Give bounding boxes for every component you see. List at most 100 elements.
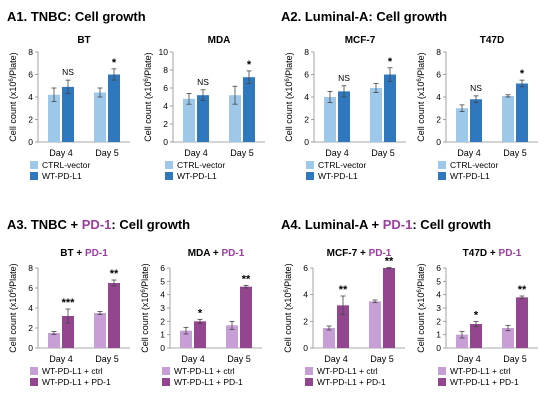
panel-title-suffix: : Cell growth: [111, 217, 190, 232]
panel-title-highlight: PD-1: [383, 217, 413, 232]
legend-label: WT-PD-L1 + PD-1: [42, 377, 111, 387]
x-tick-label: Day 5: [503, 354, 527, 364]
panel-title: A1. TNBC: Cell growth: [7, 9, 146, 24]
y-axis-label-sup: 6: [9, 78, 15, 82]
legend-label: WT-PD-L1: [318, 171, 358, 181]
y-tick-label: 4: [163, 101, 168, 111]
bar: [502, 328, 514, 348]
y-axis-label-prefix: Cell count (x10: [8, 293, 18, 353]
y-axis-label-suffix: /Plate): [8, 263, 18, 289]
panel-title: A3. TNBC + PD-1: Cell growth: [7, 217, 190, 232]
panel-title-prefix: A4. Luminal-A +: [281, 217, 383, 232]
bar: [108, 283, 120, 348]
y-axis-label-sup: 6: [284, 289, 290, 293]
y-tick-label: 2: [160, 316, 165, 326]
significance-annotation: NS: [197, 77, 209, 87]
y-tick-label: 4: [28, 92, 33, 102]
significance-annotation: **: [339, 284, 348, 296]
significance-annotation: NS: [338, 73, 350, 83]
bar: [94, 92, 106, 142]
significance-annotation: *: [247, 59, 252, 71]
x-tick-label: Day 5: [370, 354, 394, 364]
y-axis-label-sup: 6: [285, 78, 291, 82]
significance-annotation: *: [198, 307, 203, 319]
x-tick-label: Day 4: [49, 148, 73, 158]
bar: [229, 95, 241, 142]
x-tick-label: Day 4: [184, 148, 208, 158]
y-tick-label: 4: [436, 290, 441, 300]
chart-title: MDA + PD-1: [188, 248, 245, 259]
y-tick-label: 4: [303, 290, 308, 300]
panel-title-suffix: : Cell growth: [67, 9, 146, 24]
y-axis-label-prefix: Cell count (x10: [284, 82, 294, 142]
x-tick-label: Day 4: [325, 148, 349, 158]
legend-swatch: [30, 172, 38, 180]
bar: [48, 94, 60, 142]
y-axis-label-sup: 6: [417, 289, 423, 293]
y-tick-label: 8: [304, 47, 309, 57]
legend-label: WT-PD-L1 + PD-1: [317, 377, 386, 387]
significance-annotation: **: [110, 268, 119, 280]
y-tick-label: 2: [163, 119, 168, 129]
chart-title-highlight: PD-1: [369, 248, 392, 259]
y-axis-label-suffix: /Plate): [416, 263, 426, 289]
y-axis-label: Cell count (x106/Plate): [416, 52, 426, 141]
significance-annotation: *: [388, 56, 393, 68]
legend-label: WT-PD-L1: [177, 171, 217, 181]
panel-title-suffix: : Cell growth: [412, 217, 491, 232]
legend-label: WT-PD-L1 + PD-1: [174, 377, 243, 387]
y-tick-label: 2: [303, 316, 308, 326]
bar: [470, 99, 482, 142]
bar: [502, 95, 514, 142]
bar: [516, 297, 528, 348]
bar: [243, 77, 255, 142]
chart-title-text: MDA: [208, 35, 231, 46]
legend-label: WT-PD-L1 + ctrl: [317, 366, 378, 376]
significance-annotation: **: [385, 255, 394, 267]
y-tick-label: 2: [436, 316, 441, 326]
y-tick-label: 6: [163, 83, 168, 93]
x-tick-label: Day 5: [227, 354, 251, 364]
chart-title-text: MCF-7 +: [327, 248, 369, 259]
panel-title-prefix: A2. Luminal-A: [281, 9, 369, 24]
significance-annotation: *: [474, 309, 479, 321]
y-tick-label: 8: [163, 65, 168, 75]
bar: [323, 328, 335, 348]
y-tick-label: 6: [436, 70, 441, 80]
y-tick-label: 0: [303, 343, 308, 353]
y-tick-label: 10: [159, 47, 169, 57]
y-tick-label: 4: [160, 290, 165, 300]
y-tick-label: 5: [436, 276, 441, 286]
y-axis-label-prefix: Cell count (x10: [416, 82, 426, 142]
bar: [337, 305, 349, 348]
x-tick-label: Day 4: [324, 354, 348, 364]
y-tick-label: 6: [303, 263, 308, 273]
panel-title: A4. Luminal-A + PD-1: Cell growth: [281, 217, 491, 232]
bar: [108, 74, 120, 142]
y-axis-label-suffix: /Plate): [8, 52, 18, 78]
chart-title-text: BT +: [60, 248, 85, 259]
y-tick-label: 2: [28, 115, 33, 125]
y-tick-label: 3: [160, 303, 165, 313]
legend-swatch: [438, 161, 446, 169]
y-tick-label: 6: [436, 263, 441, 273]
y-axis-label: Cell count (x106/Plate): [140, 263, 150, 352]
y-tick-label: 0: [436, 137, 441, 147]
bar: [94, 313, 106, 348]
y-axis-label-suffix: /Plate): [284, 52, 294, 78]
y-tick-label: 5: [160, 276, 165, 286]
y-tick-label: 2: [28, 323, 33, 333]
legend-swatch: [306, 172, 314, 180]
significance-annotation: NS: [470, 83, 482, 93]
y-tick-label: 6: [28, 70, 33, 80]
chart-title-text: BT: [77, 35, 90, 46]
y-axis-label-prefix: Cell count (x10: [283, 293, 293, 353]
x-tick-label: Day 5: [503, 148, 527, 158]
y-tick-label: 2: [436, 115, 441, 125]
significance-annotation: *: [112, 57, 117, 69]
